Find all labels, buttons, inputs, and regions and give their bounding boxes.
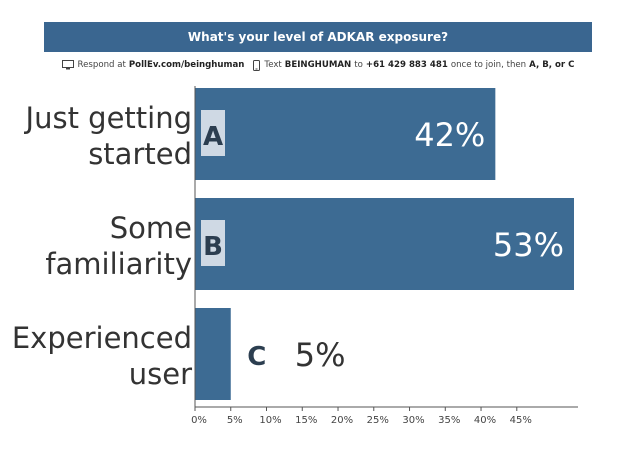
respond-prefix: Respond at: [77, 60, 126, 70]
text-options: A, B, or C: [529, 60, 575, 70]
x-tick-label: 10%: [259, 415, 281, 426]
x-tick-label: 0%: [191, 415, 207, 426]
text-to: to: [354, 60, 363, 70]
bar-b: [195, 198, 574, 290]
text-number: +61 429 883 481: [365, 60, 448, 70]
x-tick-label: 40%: [474, 415, 496, 426]
option-letter: B: [203, 232, 223, 262]
value-label: 53%: [493, 226, 564, 264]
text-prefix: Text: [264, 60, 282, 70]
category-label: Some familiarity: [45, 211, 192, 281]
x-tick-label: 30%: [402, 415, 424, 426]
text-suffix: once to join, then: [450, 60, 527, 70]
bar-c: [195, 308, 231, 400]
value-label: 5%: [295, 336, 346, 374]
letter-box: [201, 110, 225, 156]
option-letter: A: [203, 122, 223, 152]
x-tick-label: 45%: [510, 415, 532, 426]
x-tick-label: 20%: [331, 415, 353, 426]
bar-a: [195, 88, 496, 180]
category-label: Experienced user: [12, 321, 192, 391]
option-letter: C: [247, 342, 266, 372]
letter-box: [201, 220, 225, 266]
chart-title: What's your level of ADKAR exposure?: [187, 30, 449, 44]
x-tick-label: 15%: [295, 415, 317, 426]
text-keyword: BEINGHUMAN: [284, 60, 352, 70]
monitor-icon: [61, 60, 74, 70]
phone-icon: [253, 59, 261, 71]
x-tick-label: 5%: [227, 415, 243, 426]
x-tick-label: 25%: [367, 415, 389, 426]
value-label: 42%: [414, 116, 485, 154]
response-instructions: Respond at PollEv.com/beinghuman Text BE…: [44, 54, 592, 76]
x-tick-label: 35%: [438, 415, 460, 426]
poll-url[interactable]: PollEv.com/beinghuman: [128, 60, 245, 70]
chart-title-bar: What's your level of ADKAR exposure?: [44, 22, 592, 52]
category-label: Just getting started: [24, 101, 192, 171]
